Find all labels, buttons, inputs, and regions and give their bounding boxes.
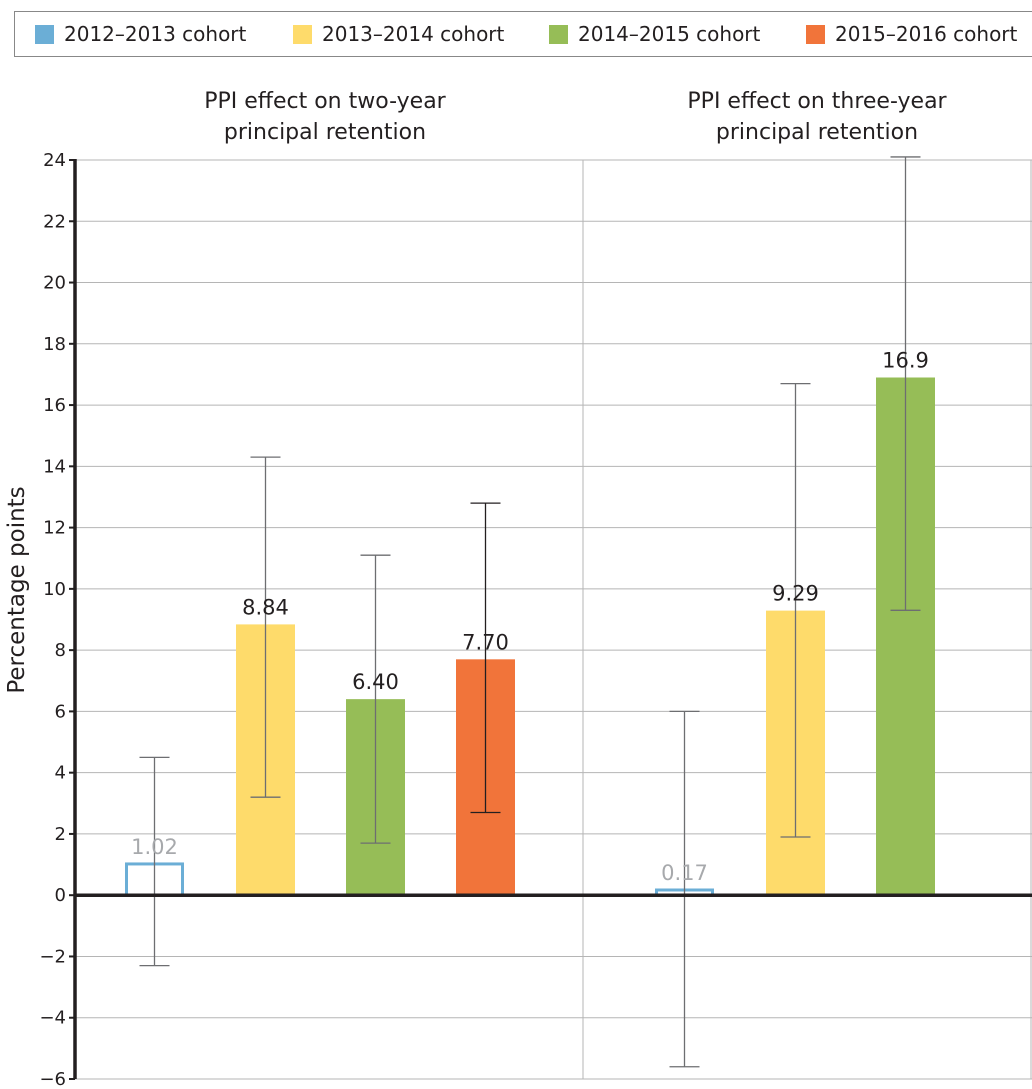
y-tick-label: −4 — [39, 1008, 66, 1029]
chart-legend: 2012–2013 cohort 2013–2014 cohort 2014–2… — [14, 11, 1032, 57]
legend-swatch — [549, 24, 568, 44]
y-tick-label: 24 — [43, 150, 66, 171]
y-tick-label: −6 — [39, 1069, 66, 1089]
y-tick-label: 10 — [43, 579, 66, 600]
legend-item-2012-2013: 2012–2013 cohort — [35, 22, 246, 46]
panel-title-three-year: PPI effect on three-year principal reten… — [607, 86, 1027, 148]
panel-title-line: PPI effect on three-year — [687, 89, 947, 114]
data-label: 16.9 — [882, 348, 929, 372]
legend-item-2015-2016: 2015–2016 cohort — [806, 22, 1017, 46]
legend-label: 2013–2014 cohort — [322, 22, 505, 46]
legend-swatch — [35, 24, 54, 44]
data-label: 9.29 — [772, 582, 819, 606]
legend-swatch — [293, 24, 312, 44]
y-tick-label: 4 — [55, 763, 66, 784]
legend-label: 2014–2015 cohort — [578, 22, 761, 46]
panel-title-line: principal retention — [715, 120, 919, 145]
legend-item-2013-2014: 2013–2014 cohort — [293, 22, 504, 46]
panel-title-two-year: PPI effect on two-year principal retenti… — [115, 86, 535, 148]
panel-title-line: PPI effect on two-year — [204, 89, 446, 114]
data-label: 6.40 — [352, 670, 399, 694]
data-label: 7.70 — [462, 630, 509, 654]
legend-swatch — [806, 24, 825, 44]
y-tick-label: 22 — [43, 211, 66, 232]
y-tick-label: 14 — [43, 456, 66, 477]
y-tick-label: −2 — [39, 946, 66, 967]
legend-label: 2015–2016 cohort — [835, 22, 1018, 46]
data-label: 1.02 — [131, 835, 178, 859]
data-label: 8.84 — [242, 595, 289, 619]
y-tick-label: 16 — [43, 395, 66, 416]
y-tick-label: 6 — [55, 701, 66, 722]
data-label: 0.17 — [661, 861, 708, 885]
legend-item-2014-2015: 2014–2015 cohort — [549, 22, 760, 46]
legend-label: 2012–2013 cohort — [64, 22, 247, 46]
y-tick-label: 18 — [43, 334, 66, 355]
panel-title-line: principal retention — [223, 120, 427, 145]
y-tick-label: 8 — [55, 640, 66, 661]
y-tick-label: 20 — [43, 273, 66, 294]
y-tick-label: 0 — [55, 885, 66, 906]
y-tick-label: 2 — [55, 824, 66, 845]
y-tick-label: 12 — [43, 518, 66, 539]
